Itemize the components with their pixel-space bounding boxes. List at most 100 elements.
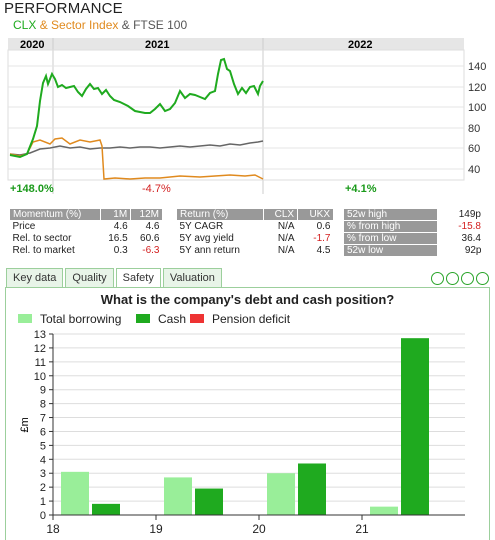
tab-safety[interactable]: Safety: [115, 268, 161, 288]
table-row: 52w low 92p: [342, 244, 485, 257]
row-value: 149p: [458, 208, 481, 220]
cell-ukx: -1.7: [313, 233, 331, 244]
cell-clx: N/A: [277, 233, 295, 244]
return-2021: -4.7%: [142, 183, 171, 195]
plot-frame: [7, 49, 465, 181]
performance-legend: CLX & Sector Index & FTSE 100: [13, 18, 187, 32]
x-tick-label: 19: [149, 522, 163, 536]
chart-legend: Total borrowing Cash Pension deficit: [18, 312, 291, 326]
cell-12m: 60.6: [140, 233, 160, 244]
momentum-header-12m: 12M: [130, 208, 163, 221]
y-tick-label: 120: [468, 82, 486, 94]
row-label: 5Y ann return: [179, 245, 240, 256]
debt-cash-chart: Total borrowing Cash Pension deficit 01234…: [18, 312, 465, 536]
row-value: 36.4: [461, 232, 481, 244]
row-label: Rel. to market: [12, 245, 75, 256]
year-label: 2020: [20, 39, 44, 51]
y-tick-label: 80: [468, 123, 480, 135]
pager-dot-icon[interactable]: [431, 272, 444, 285]
momentum-header: Momentum (%): [9, 208, 101, 221]
y-tick-label: 100: [468, 102, 486, 114]
row-value: 92p: [464, 244, 482, 256]
pager-dot-icon[interactable]: [446, 272, 459, 285]
chart-question: What is the company's debt and cash posi…: [100, 292, 395, 307]
bar-cash: [92, 503, 120, 515]
legend-ftse: & FTSE 100: [121, 18, 188, 32]
return-2020: +148.0%: [10, 183, 54, 195]
year-band: [8, 38, 464, 50]
table-row: Price 4.6 4.6: [10, 221, 163, 234]
y-tick-label: 60: [468, 143, 480, 155]
sector-line: [9, 137, 264, 180]
cell-1m: 4.6: [113, 221, 128, 232]
y-axis-label: £m: [19, 417, 31, 432]
bar-cash: [195, 488, 223, 515]
y-tick-label: 0: [40, 510, 46, 522]
row-label: Price: [12, 221, 36, 232]
tab-key-data[interactable]: Key data: [6, 268, 64, 288]
y-tick-label: 13: [34, 329, 46, 341]
y-tick-label: 8: [40, 399, 46, 411]
bar-total-borrowing: [164, 477, 192, 515]
tab-valuation[interactable]: Valuation: [162, 268, 222, 288]
pager-dot-icon[interactable]: [461, 272, 474, 285]
legend-label: Total borrowing: [40, 312, 121, 326]
cell-clx: N/A: [277, 245, 295, 256]
table-row: 5Y CAGR N/A 0.6: [177, 221, 334, 234]
cell-12m: 4.6: [145, 221, 160, 232]
legend-sector: & Sector Index: [39, 18, 119, 32]
y-tick-label: 3: [40, 468, 46, 480]
x-tick-label: 20: [252, 522, 266, 536]
tab-quality[interactable]: Quality: [65, 268, 114, 288]
x-tick-label: 21: [355, 522, 369, 536]
year-label: 2021: [145, 39, 169, 51]
page-title: PERFORMANCE: [4, 0, 123, 17]
legend-swatch: [18, 314, 32, 323]
row-label: Rel. to sector: [12, 233, 72, 244]
row-label: 5Y avg yield: [179, 233, 234, 244]
y-tick-label: 2: [40, 482, 46, 494]
grid-lines: [8, 65, 464, 170]
table-row: Rel. to sector 16.5 60.6: [10, 233, 163, 245]
cell-ukx: 0.6: [316, 221, 331, 232]
row-label: 52w high: [342, 208, 439, 221]
table-row: % from high -15.8: [342, 220, 485, 233]
tab-bar: Key data Quality Safety Valuation: [6, 268, 224, 288]
table-row: 5Y ann return N/A 4.5: [177, 245, 334, 257]
year-label: 2022: [348, 39, 372, 51]
y-tick-label: 10: [34, 371, 46, 383]
cell-ukx: 4.5: [316, 245, 331, 256]
momentum-header-1m: 1M: [99, 208, 132, 221]
y-tick-label: 9: [40, 385, 46, 397]
safety-panel: [5, 287, 490, 540]
return-2022: +4.1%: [345, 183, 377, 195]
y-tick-label: 7: [40, 413, 46, 425]
clx-line: [9, 57, 264, 159]
bar-total-borrowing: [61, 471, 89, 515]
y-tick-label: 12: [34, 343, 46, 355]
legend-label: Cash: [158, 312, 186, 326]
bar-cash: [298, 463, 326, 515]
y-tick-label: 40: [468, 164, 480, 176]
table-row: % from low 36.4: [342, 232, 485, 245]
returns-header-ukx: UKX: [297, 208, 334, 221]
x-axis: 18 19 20 21: [46, 514, 465, 536]
returns-header: Return (%): [176, 208, 264, 221]
cell-1m: 0.3: [113, 245, 128, 256]
momentum-table: Momentum (%) 1M 12M Price 4.6 4.6 Rel. t…: [9, 208, 163, 257]
y-tick-label: 140: [468, 61, 486, 73]
pager-dot-icon[interactable]: [476, 272, 489, 285]
row-label: % from low: [342, 232, 439, 245]
legend-clx: CLX: [13, 18, 37, 32]
bar-total-borrowing: [370, 506, 398, 515]
legend-swatch: [190, 314, 204, 323]
ftse-line: [9, 140, 264, 156]
x-tick-label: 18: [46, 522, 60, 536]
week52-table: 52w high 149p % from high -15.8 % from l…: [342, 208, 485, 257]
y-tick-label: 4: [40, 454, 46, 466]
table-row: Rel. to market 0.3 -6.3: [10, 245, 163, 257]
bars: [61, 338, 429, 515]
legend-swatch: [136, 314, 150, 323]
row-label: 5Y CAGR: [179, 221, 224, 232]
